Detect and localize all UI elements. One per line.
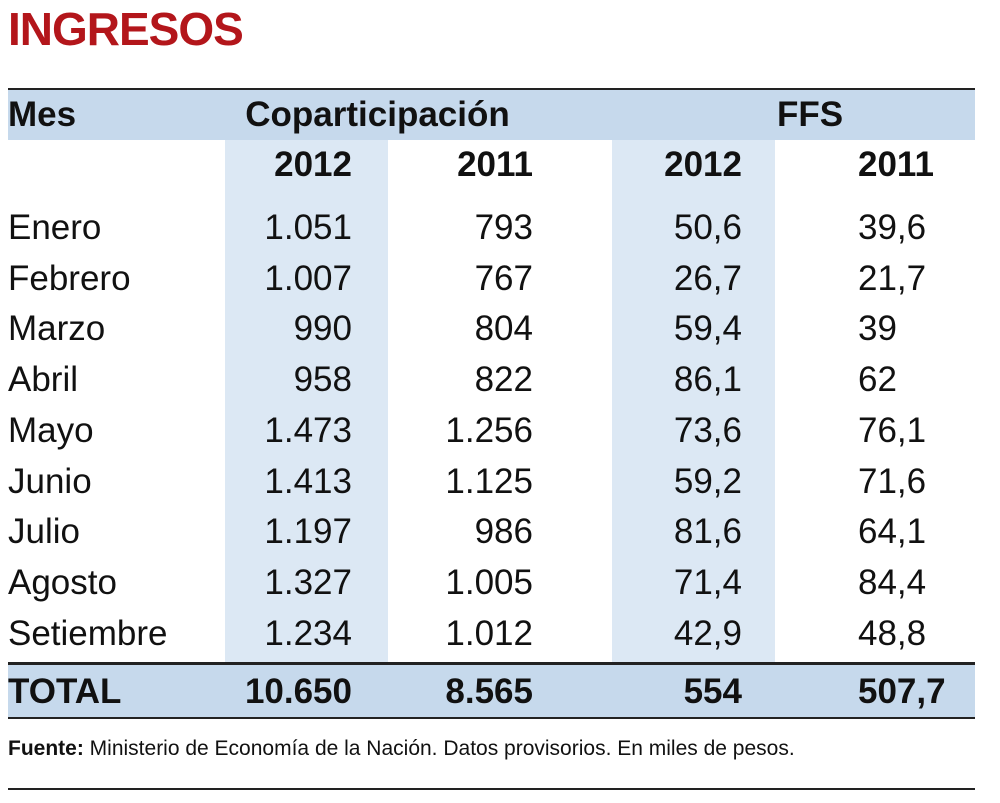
cell-value: 1.125 <box>445 461 533 501</box>
row-label: Abril <box>8 360 79 400</box>
row-label: Julio <box>8 512 80 552</box>
rule <box>8 662 975 665</box>
row-label: Febrero <box>8 258 131 298</box>
cell-value: 48,8 <box>858 613 927 653</box>
row-label: Setiembre <box>8 613 168 653</box>
cell-value: 793 <box>474 208 533 247</box>
cell-value: 767 <box>474 258 533 298</box>
cell-value: 1.234 <box>264 613 352 653</box>
cell-value: 1.051 <box>264 208 352 247</box>
rule <box>8 88 975 90</box>
cell-value: 86,1 <box>673 360 742 400</box>
cell-value: 71,6 <box>858 461 927 501</box>
total-value: 8.565 <box>445 672 533 711</box>
column-band <box>612 140 775 662</box>
cell-value: 1.007 <box>264 258 352 298</box>
rule <box>8 788 975 790</box>
cell-value: 822 <box>474 360 533 400</box>
cell-value: 1.327 <box>264 562 352 602</box>
cell-value: 76,1 <box>858 410 927 450</box>
cell-value: 21,7 <box>858 258 927 298</box>
cell-value: 1.413 <box>264 461 352 501</box>
cell-value: 84,4 <box>858 562 927 602</box>
row-label: Enero <box>8 208 102 247</box>
cell-value: 1.473 <box>264 410 352 450</box>
cell-value: 958 <box>293 360 352 400</box>
source-label: Fuente: <box>8 737 84 760</box>
total-value: 507,7 <box>858 672 946 711</box>
cell-value: 59,4 <box>673 309 742 349</box>
header-coparticipacion: Coparticipación <box>245 95 510 134</box>
cell-value: 1.012 <box>445 613 533 653</box>
cell-value: 990 <box>293 309 352 349</box>
cell-value: 73,6 <box>673 410 742 450</box>
cell-value: 1.005 <box>445 562 533 602</box>
column-band <box>225 140 388 662</box>
cell-value: 50,6 <box>673 208 742 247</box>
cell-value: 59,2 <box>673 461 742 501</box>
cell-value: 1.197 <box>264 512 352 552</box>
cell-value: 81,6 <box>673 512 742 552</box>
cell-value: 986 <box>474 512 533 552</box>
cell-value: 62 <box>858 360 897 400</box>
cell-value: 39,6 <box>858 208 927 247</box>
row-label: Mayo <box>8 410 94 450</box>
cell-value: 64,1 <box>858 512 927 552</box>
header-ffs: FFS <box>776 95 844 134</box>
title: INGRESOS <box>8 3 244 55</box>
total-value: 554 <box>683 672 742 711</box>
header-year: 2012 <box>274 145 352 184</box>
cell-value: 804 <box>474 309 533 349</box>
header-mes: Mes <box>8 95 77 134</box>
total-value: 10.650 <box>244 672 352 711</box>
header-year: 2011 <box>457 145 533 184</box>
row-label: Marzo <box>8 309 106 349</box>
row-label: Junio <box>8 461 92 501</box>
header-band <box>8 90 975 140</box>
cell-value: 39 <box>858 309 897 349</box>
cell-value: 26,7 <box>673 258 742 298</box>
cell-value: 42,9 <box>673 613 742 653</box>
row-label: Agosto <box>8 562 117 602</box>
rule <box>8 717 975 719</box>
header-year: 2012 <box>664 145 742 184</box>
header-year: 2011 <box>858 145 934 184</box>
source-text: Ministerio de Economía de la Nación. Dat… <box>89 737 795 760</box>
total-label: TOTAL <box>8 672 122 711</box>
cell-value: 1.256 <box>445 410 533 450</box>
cell-value: 71,4 <box>673 562 742 602</box>
total-band <box>8 665 975 717</box>
source: Fuente: Ministerio de Economía de la Nac… <box>8 737 795 761</box>
